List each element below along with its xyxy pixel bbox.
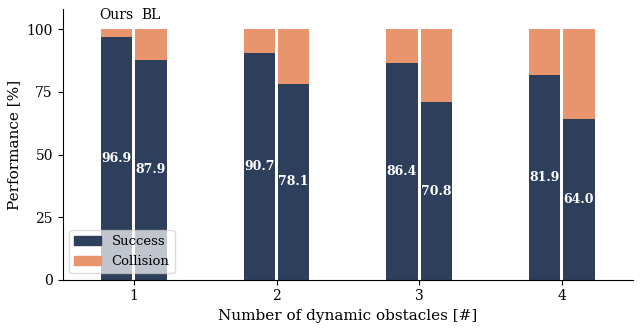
Bar: [387, 63, 418, 280]
Text: 96.9: 96.9: [102, 152, 132, 165]
Bar: [101, 37, 132, 280]
Bar: [420, 29, 452, 102]
Text: Ours: Ours: [100, 8, 134, 22]
Text: 70.8: 70.8: [421, 184, 451, 198]
X-axis label: Number of dynamic obstacles [#]: Number of dynamic obstacles [#]: [218, 309, 477, 323]
Text: 86.4: 86.4: [387, 165, 417, 178]
Bar: [529, 75, 561, 280]
Bar: [135, 59, 166, 280]
Bar: [101, 29, 132, 37]
Bar: [563, 119, 595, 280]
Bar: [278, 29, 309, 84]
Bar: [563, 29, 595, 119]
Bar: [278, 84, 309, 280]
Text: 64.0: 64.0: [564, 193, 594, 206]
Bar: [135, 29, 166, 59]
Bar: [244, 52, 275, 280]
Text: 87.9: 87.9: [136, 163, 166, 176]
Legend: Success, Collision: Success, Collision: [69, 230, 175, 273]
Text: 78.1: 78.1: [278, 176, 309, 188]
Bar: [244, 29, 275, 52]
Bar: [387, 29, 418, 63]
Text: BL: BL: [141, 8, 161, 22]
Text: 81.9: 81.9: [529, 171, 560, 184]
Bar: [529, 29, 561, 75]
Bar: [420, 102, 452, 280]
Text: 90.7: 90.7: [244, 160, 275, 173]
Y-axis label: Performance [%]: Performance [%]: [7, 80, 21, 210]
